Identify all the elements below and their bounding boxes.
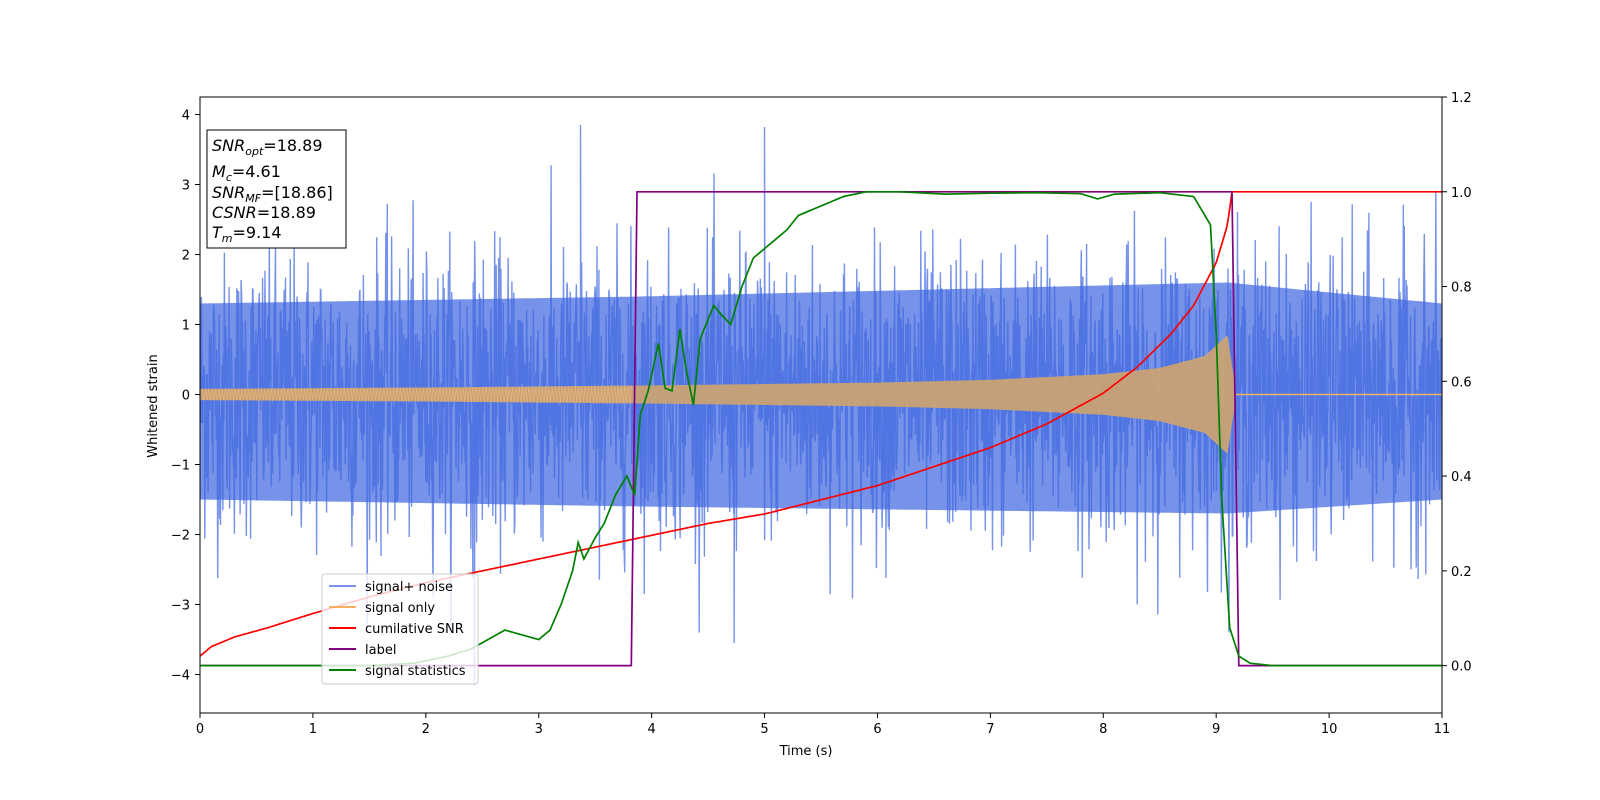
axes: 0 1 2 3 4 5 6 7 8 9 10 11 −4 −3 −2 −1 0 1 2 3 4 0.0 0.2 0.4 0.6 0… bbox=[171, 91, 1472, 737]
x-tick-label: 10 bbox=[1321, 722, 1338, 737]
y2-tick-label: 0.2 bbox=[1451, 565, 1472, 580]
y2-tick-label: 0.4 bbox=[1451, 470, 1472, 485]
legend: signal+ noise signal only cumilative SNR la… bbox=[321, 573, 479, 685]
y-tick-label: 4 bbox=[182, 109, 190, 124]
y2-tick-label: 0.6 bbox=[1451, 375, 1472, 390]
annotation-box: SNRopt=18.89 Mc=4.61SNRMF=[18.86]CSNR=18.… bbox=[206, 129, 347, 249]
x-axis-label: Time (s) bbox=[779, 744, 833, 759]
x-tick-label: 6 bbox=[873, 722, 881, 737]
x-tick-label: 0 bbox=[196, 722, 204, 737]
y-tick-label: 3 bbox=[182, 179, 190, 194]
legend-entry: label bbox=[365, 643, 396, 658]
y-tick-label: −2 bbox=[171, 529, 190, 544]
x-tick-label: 4 bbox=[647, 722, 655, 737]
annotation-line: SNRopt=18.89 bbox=[212, 136, 323, 158]
legend-entry: signal+ noise bbox=[365, 580, 453, 595]
legend-entry: signal statistics bbox=[365, 664, 466, 679]
plot-area bbox=[200, 124, 1442, 686]
annotation-line: SNRMF=[18.86] bbox=[212, 183, 333, 205]
x-tick-label: 5 bbox=[760, 722, 768, 737]
annotation-line: Mc=4.61 bbox=[212, 162, 281, 184]
x-tick-label: 11 bbox=[1434, 722, 1451, 737]
x-tick-label: 9 bbox=[1212, 722, 1220, 737]
series-signal-only bbox=[200, 335, 1235, 454]
y-tick-label: −1 bbox=[171, 459, 190, 474]
y-tick-label: 1 bbox=[182, 319, 190, 334]
x-tick-label: 2 bbox=[422, 722, 430, 737]
y2-tick-label: 1.2 bbox=[1451, 91, 1472, 106]
signal-only-oscillation bbox=[201, 385, 632, 404]
y2-tick-label: 0.0 bbox=[1451, 660, 1472, 675]
annotation-frame bbox=[206, 129, 347, 249]
y-tick-label: 2 bbox=[182, 249, 190, 264]
x-tick-label: 7 bbox=[986, 722, 994, 737]
x-tick-label: 8 bbox=[1099, 722, 1107, 737]
annotation-line: CSNR=18.89 bbox=[212, 203, 316, 222]
y-tick-label: −4 bbox=[171, 669, 190, 684]
y-tick-label: −3 bbox=[171, 599, 190, 614]
legend-entry: cumilative SNR bbox=[365, 622, 464, 637]
axes-frame bbox=[199, 96, 1443, 714]
y2-tick-label: 0.8 bbox=[1451, 281, 1472, 296]
legend-entry: signal only bbox=[365, 601, 435, 616]
legend-frame bbox=[321, 573, 479, 685]
x-tick-label: 1 bbox=[309, 722, 317, 737]
y2-tick-label: 1.0 bbox=[1451, 186, 1472, 201]
y-axis-label: Whitened strain bbox=[146, 354, 161, 457]
annotation-line: Tm=9.14 bbox=[212, 223, 282, 245]
series-signal-statistics bbox=[200, 190, 1442, 667]
x-tick-label: 3 bbox=[535, 722, 543, 737]
y-tick-label: 0 bbox=[182, 389, 190, 404]
